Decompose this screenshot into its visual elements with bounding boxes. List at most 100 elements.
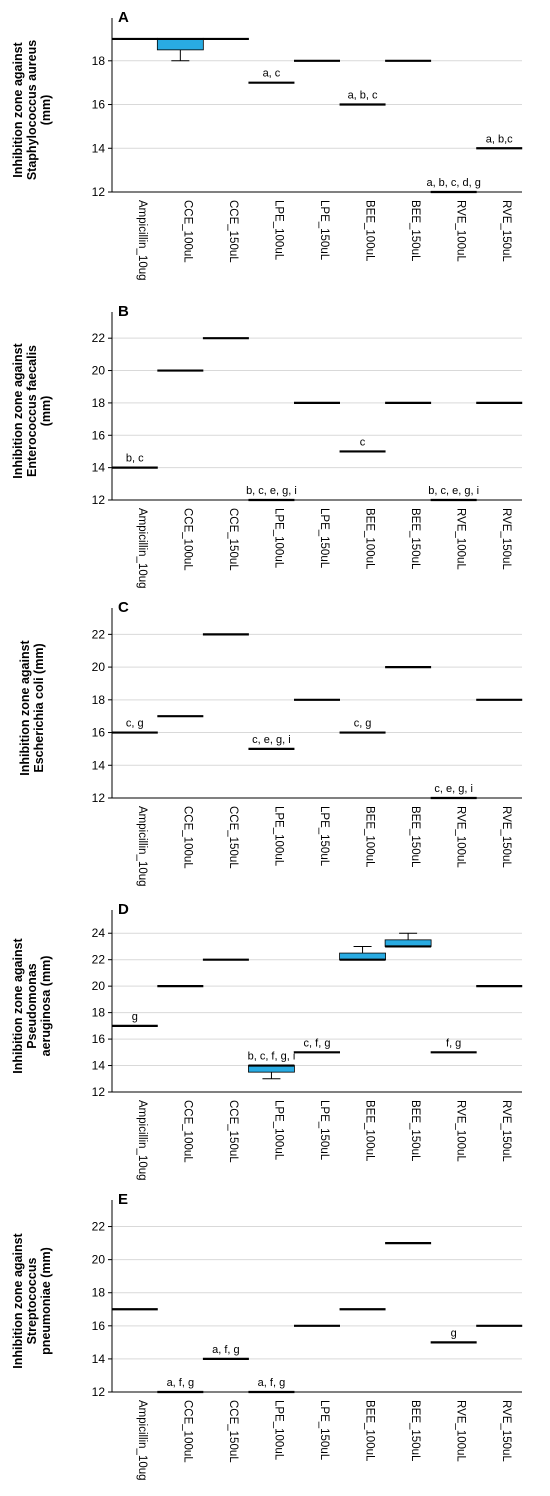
chart-panel-D: 12 14 16 18 20 22 24 D Inhibition zone against Ps… bbox=[11, 901, 523, 1181]
significance-label: b, c, e, g, i bbox=[246, 485, 297, 497]
box-BEE_100uL bbox=[339, 945, 386, 961]
significance-label: g bbox=[132, 1011, 138, 1023]
y-axis-label: Inhibition zone against bbox=[11, 1232, 25, 1368]
y-tick-label: 20 bbox=[92, 1253, 106, 1267]
chart-panel-C: 12 14 16 18 20 22 C Inhibition zone against Esch… bbox=[18, 599, 523, 887]
significance-label: c, g bbox=[354, 718, 372, 730]
x-tick-label: Ampicillin_10ug bbox=[136, 1400, 148, 1481]
significance-label: a, b,c bbox=[486, 133, 513, 145]
box-BEE_100uL: a, b, c bbox=[339, 90, 386, 106]
significance-label: b, c, e, g, i bbox=[428, 485, 479, 497]
y-tick-label: 12 bbox=[92, 1385, 106, 1399]
x-tick-label: BEE_150uL bbox=[409, 806, 421, 868]
x-tick-label: Ampicillin_10ug bbox=[136, 1100, 148, 1181]
x-tick-label: RVE_100uL bbox=[455, 1400, 467, 1462]
y-tick-label: 18 bbox=[92, 693, 106, 707]
x-tick-label: RVE_100uL bbox=[455, 508, 467, 570]
x-tick-label: CCE_100uL bbox=[181, 1400, 193, 1463]
x-tick-label: LPE_100uL bbox=[272, 200, 284, 261]
y-tick-label: 18 bbox=[92, 1006, 106, 1020]
x-tick-label: RVE_100uL bbox=[455, 200, 467, 262]
x-tick-label: RVE_100uL bbox=[455, 806, 467, 868]
x-tick-label: RVE_150uL bbox=[500, 1400, 512, 1462]
x-tick-label: RVE_150uL bbox=[500, 200, 512, 262]
y-axis-label: Inhibition zone against bbox=[11, 937, 25, 1073]
y-tick-label: 14 bbox=[92, 1352, 106, 1366]
x-tick-label: LPE_100uL bbox=[272, 806, 284, 867]
box-Ampicillin_10ug: c, g bbox=[111, 718, 158, 734]
x-tick-label: RVE_100uL bbox=[455, 1100, 467, 1162]
y-axis-label: aeruginosa (mm) bbox=[39, 956, 53, 1057]
box-LPE_100uL: b, c, e, g, i bbox=[246, 485, 297, 502]
x-tick-label: Ampicillin_10ug bbox=[136, 200, 148, 281]
x-tick-label: BEE_100uL bbox=[364, 1100, 376, 1162]
x-tick-label: CCE_100uL bbox=[181, 200, 193, 263]
y-tick-label: 24 bbox=[92, 926, 106, 940]
panel-letter: A bbox=[118, 9, 129, 26]
significance-label: b, c bbox=[126, 453, 144, 465]
x-tick-label: CCE_150uL bbox=[227, 806, 239, 869]
significance-label: g bbox=[451, 1327, 457, 1339]
chart-panel-B: 12 14 16 18 20 22 B Inhibition zone against Ente… bbox=[11, 303, 523, 589]
y-axis-label: Pseudomonas bbox=[25, 963, 39, 1048]
y-tick-label: 18 bbox=[92, 54, 106, 68]
x-tick-label: LPE_150uL bbox=[318, 1100, 330, 1161]
y-tick-label: 20 bbox=[92, 660, 106, 674]
x-tick-label: BEE_150uL bbox=[409, 200, 421, 262]
y-axis-label: Streptococcus bbox=[25, 1258, 39, 1345]
x-tick-label: LPE_150uL bbox=[318, 508, 330, 569]
panel-letter: C bbox=[118, 599, 129, 616]
x-tick-label: LPE_100uL bbox=[272, 508, 284, 569]
significance-label: c, e, g, i bbox=[252, 734, 291, 746]
box-BEE_100uL: c bbox=[339, 436, 386, 453]
x-tick-label: BEE_100uL bbox=[364, 508, 376, 570]
significance-label: a, b, c bbox=[348, 90, 378, 102]
y-tick-label: 20 bbox=[92, 364, 106, 378]
x-tick-label: Ampicillin_10ug bbox=[136, 508, 148, 589]
significance-label: f, g bbox=[446, 1037, 461, 1049]
x-tick-label: CCE_100uL bbox=[181, 806, 193, 869]
y-tick-label: 16 bbox=[92, 1032, 106, 1046]
x-tick-label: LPE_100uL bbox=[272, 1400, 284, 1461]
significance-label: b, c, f, g, i bbox=[248, 1051, 296, 1063]
x-tick-label: BEE_150uL bbox=[409, 1400, 421, 1462]
box-CCE_100uL: a, f, g bbox=[157, 1377, 204, 1394]
y-axis-label: Enterococcus faecalis bbox=[25, 345, 39, 477]
box-Ampicillin_10ug: g bbox=[111, 1011, 158, 1027]
y-tick-label: 12 bbox=[92, 185, 106, 199]
x-tick-label: CCE_100uL bbox=[181, 508, 193, 571]
significance-label: a, f, g bbox=[212, 1344, 240, 1356]
panel-letter: B bbox=[118, 303, 129, 320]
box-RVE_100uL: b, c, e, g, i bbox=[428, 485, 479, 502]
box-RVE_100uL: g bbox=[430, 1327, 477, 1344]
box-RVE_150uL: a, b,c bbox=[476, 133, 523, 150]
y-axis-label: Inhibition zone against bbox=[11, 41, 25, 177]
x-tick-label: LPE_150uL bbox=[318, 1400, 330, 1461]
panel-letter: E bbox=[118, 1191, 128, 1208]
y-tick-label: 16 bbox=[92, 1319, 106, 1333]
panel-letter: D bbox=[118, 901, 129, 918]
x-tick-label: LPE_150uL bbox=[318, 806, 330, 867]
x-tick-label: CCE_150uL bbox=[227, 1100, 239, 1163]
significance-label: c, g bbox=[126, 718, 144, 730]
y-axis-label: Escherichia coli (mm) bbox=[32, 643, 46, 772]
y-axis-label: (mm) bbox=[39, 396, 53, 427]
x-tick-label: BEE_150uL bbox=[409, 508, 421, 570]
chart-panel-E: 12 14 16 18 20 22 E Inhibition zone against Stre… bbox=[11, 1191, 523, 1481]
y-tick-label: 16 bbox=[92, 428, 106, 442]
y-tick-label: 14 bbox=[92, 141, 106, 155]
significance-label: a, b, c, d, g bbox=[426, 177, 480, 189]
x-tick-label: LPE_100uL bbox=[272, 1100, 284, 1161]
y-tick-label: 12 bbox=[92, 493, 106, 507]
x-tick-label: RVE_150uL bbox=[500, 1100, 512, 1162]
x-tick-label: CCE_150uL bbox=[227, 200, 239, 263]
y-axis-label: Inhibition zone against bbox=[18, 639, 32, 775]
box-CCE_150uL: a, f, g bbox=[202, 1344, 249, 1361]
significance-label: c, e, g, i bbox=[434, 783, 473, 795]
y-axis-label: pneumoniae (mm) bbox=[39, 1247, 53, 1355]
y-tick-label: 16 bbox=[92, 726, 106, 740]
y-tick-label: 18 bbox=[92, 1286, 106, 1300]
significance-label: a, f, g bbox=[167, 1377, 195, 1389]
x-tick-label: CCE_100uL bbox=[181, 1100, 193, 1163]
y-tick-label: 22 bbox=[92, 331, 106, 345]
